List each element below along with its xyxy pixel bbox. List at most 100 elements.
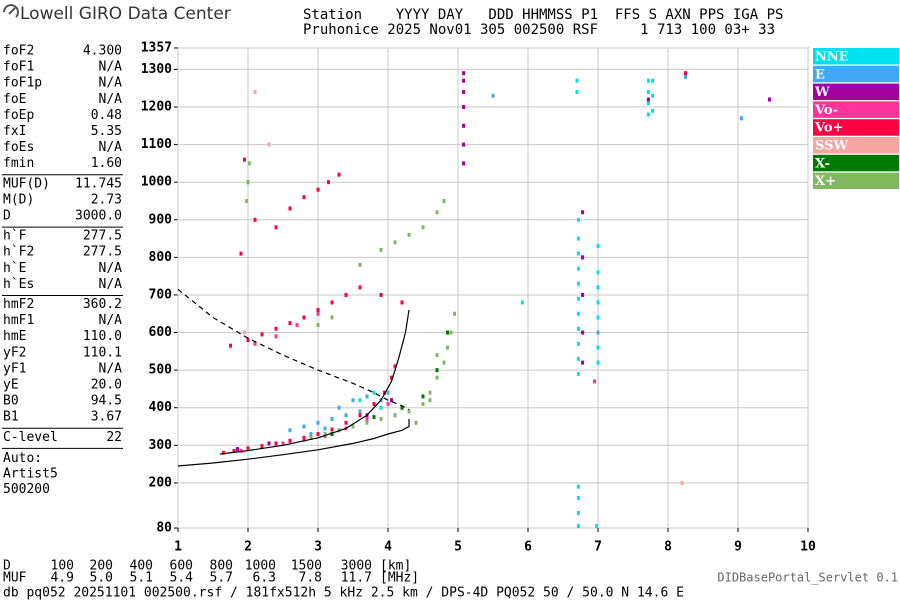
echo-point: [344, 420, 348, 425]
file-info: db pq052 20251101 002500.rsf / 181fx512h…: [3, 586, 684, 600]
echo-point: [260, 444, 264, 449]
param-value: 277.5: [83, 229, 122, 244]
echo-point: [684, 74, 687, 79]
param-name: foF1: [3, 60, 34, 75]
param-name: foEp: [3, 108, 34, 123]
header-row: Station YYYY DAY DDD HHMMSS P1 FFS S AXN…: [303, 7, 783, 23]
echo-point: [449, 330, 453, 335]
param-value: 1.60: [91, 156, 122, 171]
echo-point: [596, 330, 600, 335]
param-value: 277.5: [83, 245, 122, 260]
d-value: 100: [51, 559, 74, 574]
echo-point: [288, 438, 292, 443]
echo-point: [330, 432, 334, 437]
muf-value: 7.8: [299, 571, 322, 586]
profile-curve: [177, 419, 410, 467]
legend-swatch: [813, 101, 899, 118]
echo-point: [581, 292, 585, 297]
echo-point: [253, 341, 257, 346]
auto-label: Artist5: [3, 466, 58, 481]
param-value: N/A: [99, 60, 123, 75]
d-value: 200: [90, 559, 113, 574]
param-value: N/A: [99, 361, 123, 376]
echo-point: [246, 338, 250, 343]
muf-value: 5.7: [210, 571, 233, 586]
legend-swatch: [813, 48, 899, 65]
echo-point: [246, 446, 250, 451]
echo-point: [379, 416, 383, 421]
y-tick-label: 600: [149, 325, 173, 340]
echo-point: [330, 300, 334, 305]
param-value: N/A: [99, 313, 123, 328]
echo-point: [274, 326, 278, 331]
echo-point: [581, 330, 585, 335]
echo-point: [239, 251, 243, 256]
echo-point: [379, 292, 383, 297]
d-value: 600: [170, 559, 193, 574]
param-value: 20.0: [91, 378, 122, 393]
echo-point: [344, 292, 348, 297]
param-value: 3.67: [91, 410, 122, 425]
param-name: hmE: [3, 329, 26, 344]
param-value: 22: [106, 430, 122, 445]
echo-point: [372, 401, 376, 406]
echo-point: [596, 360, 600, 365]
x-tick-label: 5: [454, 540, 462, 555]
profile-curve: [219, 309, 410, 455]
echo-point: [383, 390, 386, 395]
echo-point: [330, 416, 334, 421]
echo-point: [407, 409, 411, 414]
echo-point: [462, 89, 466, 94]
param-value: 4.300: [83, 44, 122, 59]
param-name: h`E: [3, 261, 26, 276]
echo-point: [267, 142, 271, 147]
legend-label: Vo+: [814, 121, 843, 136]
echo-point: [596, 285, 600, 290]
echo-point: [421, 225, 425, 230]
echo-point: [581, 210, 585, 215]
param-value: N/A: [99, 92, 123, 107]
echo-point: [288, 428, 292, 433]
x-tick-label: 9: [734, 540, 742, 555]
echo-point: [330, 315, 334, 320]
echo-point: [302, 435, 306, 440]
legend-swatch: [813, 83, 899, 101]
echo-point: [462, 105, 466, 110]
echo-point: [576, 266, 580, 271]
param-value: 360.2: [83, 297, 122, 312]
legend-swatch: [813, 172, 899, 190]
y-tick-label: 1100: [141, 137, 172, 152]
echo-point: [379, 405, 383, 410]
echo-point: [595, 524, 599, 529]
echo-point: [281, 441, 285, 446]
param-name: foEs: [3, 140, 34, 155]
echo-point: [260, 332, 264, 337]
dashed-profile: [177, 288, 410, 411]
echo-point: [274, 225, 278, 230]
echo-point: [581, 360, 585, 365]
param-name: C-level: [3, 430, 58, 445]
d-value: 1000: [245, 559, 276, 574]
param-name: h`F2: [3, 245, 34, 260]
echo-point: [358, 262, 362, 267]
echo-point: [435, 210, 439, 215]
echo-point: [222, 450, 225, 455]
echo-point: [390, 375, 393, 380]
echo-point: [596, 270, 600, 275]
series: [222, 71, 687, 455]
echo-point: [393, 364, 397, 369]
echo-point: [576, 371, 580, 376]
echo-point: [358, 413, 362, 418]
series: [246, 180, 449, 440]
legend-label: X+: [815, 174, 836, 189]
d-value: 800: [210, 559, 233, 574]
echo-point: [646, 112, 650, 117]
y-tick-label: 1200: [141, 100, 172, 115]
auto-label: 500200: [3, 482, 50, 497]
echo-point: [576, 356, 580, 361]
param-value: 5.35: [91, 124, 122, 139]
muf-value: 5.0: [90, 571, 113, 586]
echo-point: [768, 97, 771, 102]
echo-point: [684, 71, 687, 76]
param-name: yE: [3, 378, 19, 393]
